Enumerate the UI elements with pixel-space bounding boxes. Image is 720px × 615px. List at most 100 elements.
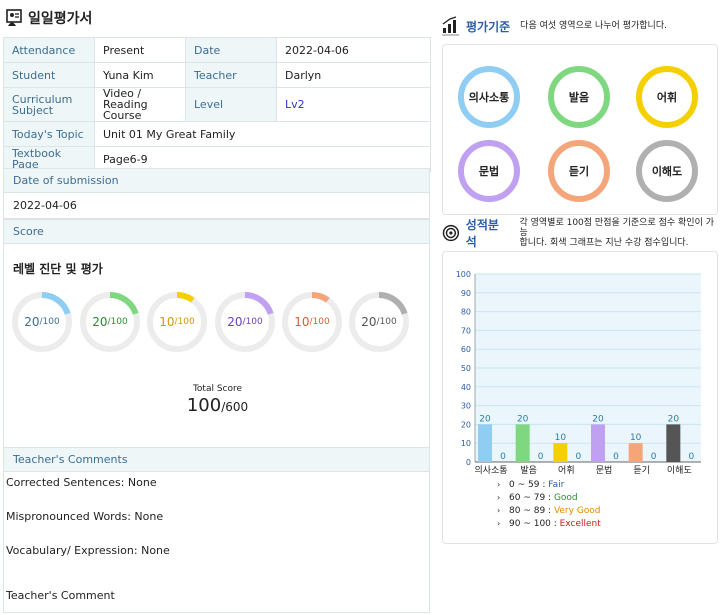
legend-item: › 0 ~ 59 : Fair — [497, 480, 564, 490]
donut-max: /100 — [107, 317, 128, 327]
donut-max: /100 — [309, 317, 330, 327]
donut-label: 20/100 — [78, 290, 142, 354]
y-tick-label: 50 — [461, 364, 471, 373]
attendance-value: Present — [94, 37, 186, 63]
bar-value-label: 20 — [668, 414, 680, 424]
donut-max: /100 — [39, 317, 60, 327]
bar-current — [515, 424, 530, 462]
donut-progress — [282, 292, 342, 352]
criteria-header: 평가기준 다음 여섯 영역으로 나누어 평가합니다. — [442, 14, 667, 38]
total-score-value: 100 — [186, 395, 222, 416]
criteria-title: 평가기준 — [466, 19, 511, 34]
y-tick-label: 20 — [461, 420, 471, 429]
subject-value: Video / Reading Course — [94, 87, 186, 122]
date-value: 2022-04-06 — [276, 37, 431, 63]
donut-progress — [12, 292, 72, 352]
x-tick-label: 발음 — [520, 465, 537, 476]
bar-value-label: 20 — [479, 414, 491, 424]
teacher-label: Teacher — [185, 62, 277, 88]
score-panel: 레벨 진단 및 평가 20/100 20/100 10/100 20/100 10/10… — [3, 244, 430, 448]
bar-chart-icon — [442, 16, 459, 36]
bar-value-label: 0 — [688, 452, 694, 462]
donut-progress — [215, 292, 275, 352]
donut-label: 20/100 — [213, 290, 277, 354]
teacher-comment: Teacher's Comment — [6, 589, 115, 602]
target-icon — [442, 224, 460, 242]
score-donut: 20/100 — [10, 290, 74, 354]
bar-current — [478, 424, 492, 462]
analysis-desc: 각 영역별로 100점 만점을 기준으로 점수 확인이 가능 합니다. 회색 그래… — [519, 218, 720, 248]
total-score-max: /600 — [221, 400, 249, 414]
score-donut: 20/100 — [78, 290, 142, 354]
bar-current — [553, 443, 568, 462]
y-tick-label: 90 — [461, 289, 471, 298]
legend-marker: › — [497, 480, 501, 489]
date-label: Date — [185, 37, 277, 63]
score-donut: 10/100 — [145, 290, 209, 354]
y-tick-label: 80 — [461, 308, 471, 317]
criteria-card: 의사소통 발음 어휘 문법 듣기 이해도 — [442, 44, 718, 215]
level-value: Lv2 — [276, 87, 431, 122]
subject-value-line-1: Video / Reading — [103, 87, 148, 111]
page-title: 일일평가서 — [4, 6, 92, 30]
table-row: Student Yuna Kim Teacher Darlyn — [3, 62, 431, 88]
donut-max: /100 — [242, 317, 263, 327]
y-tick-label: 70 — [461, 326, 471, 335]
criteria-circle: 의사소통 — [458, 66, 520, 128]
bar-value-label: 0 — [538, 452, 544, 462]
score-donut: 20/100 — [213, 290, 277, 354]
y-tick-label: 10 — [461, 439, 471, 448]
criteria-circle: 어휘 — [636, 66, 698, 128]
legend-label: Excellent — [559, 519, 601, 529]
criteria-desc: 다음 여섯 영역으로 나누어 평가합니다. — [520, 21, 667, 31]
criteria-circle: 듣기 — [548, 140, 610, 202]
report-icon — [6, 9, 22, 26]
x-tick-label: 이해도 — [667, 465, 692, 476]
subject-label-line-1: Curriculum — [12, 92, 73, 106]
bar-value-label: 0 — [500, 452, 506, 462]
bar-current — [628, 443, 643, 462]
legend-range: 80 ~ 89 — [509, 506, 549, 516]
submission-header: Date of submission — [3, 168, 430, 193]
donut-ring — [282, 292, 342, 352]
y-tick-label: 0 — [466, 458, 471, 467]
comments-panel: Corrected Sentences: None Mispronounced … — [3, 472, 430, 613]
total-score-label: Total Score — [192, 384, 243, 394]
y-tick-label: 100 — [456, 270, 471, 279]
topic-label: Today's Topic — [3, 121, 95, 147]
page-title-text: 일일평가서 — [28, 11, 93, 27]
bar-current — [666, 424, 681, 462]
donut-value: 10 — [159, 315, 175, 329]
analysis-header: 성적분석 각 영역별로 100점 만점을 기준으로 점수 확인이 가능 합니다. … — [442, 218, 720, 249]
bar-value-label: 0 — [613, 452, 619, 462]
attendance-label: Attendance — [3, 37, 95, 63]
donut-value: 20 — [227, 315, 243, 329]
criteria-circle: 발음 — [548, 66, 610, 128]
y-tick-label: 60 — [461, 345, 471, 354]
score-donut: 10/100 — [280, 290, 344, 354]
legend-range: 60 ~ 79 — [509, 493, 549, 503]
legend-item: › 80 ~ 89 : Very Good — [497, 506, 601, 516]
donut-label: 10/100 — [280, 290, 344, 354]
analysis-panel: 평가기준 다음 여섯 영역으로 나누어 평가합니다. 의사소통 발음 어휘 문법 듣기 이… — [440, 0, 720, 615]
donut-value: 20 — [92, 315, 108, 329]
legend-marker: › — [497, 506, 501, 515]
level-diagnosis-title: 레벨 진단 및 평가 — [13, 262, 103, 276]
student-label: Student — [3, 62, 95, 88]
table-row: Attendance Present Date 2022-04-06 — [3, 37, 431, 63]
x-tick-label: 듣기 — [633, 465, 650, 476]
donut-value: 20 — [24, 315, 40, 329]
legend-separator: : — [548, 493, 554, 503]
bar-value-label: 20 — [517, 414, 529, 424]
legend-label: Good — [553, 493, 578, 503]
student-value: Yuna Kim — [94, 62, 186, 88]
analysis-desc-line-1: 각 영역별로 100점 만점을 기준으로 점수 확인이 가능 — [519, 218, 714, 238]
table-row: Curriculum Subject Video / Reading Course … — [3, 87, 431, 122]
topic-value: Unit 01 My Great Family — [94, 121, 431, 147]
x-tick-label: 문법 — [596, 465, 613, 476]
criteria-circle: 이해도 — [636, 140, 698, 202]
donut-value: 10 — [294, 315, 310, 329]
bar-value-label: 0 — [575, 452, 581, 462]
donut-label: 20/100 — [10, 290, 74, 354]
donut-max: /100 — [376, 317, 397, 327]
